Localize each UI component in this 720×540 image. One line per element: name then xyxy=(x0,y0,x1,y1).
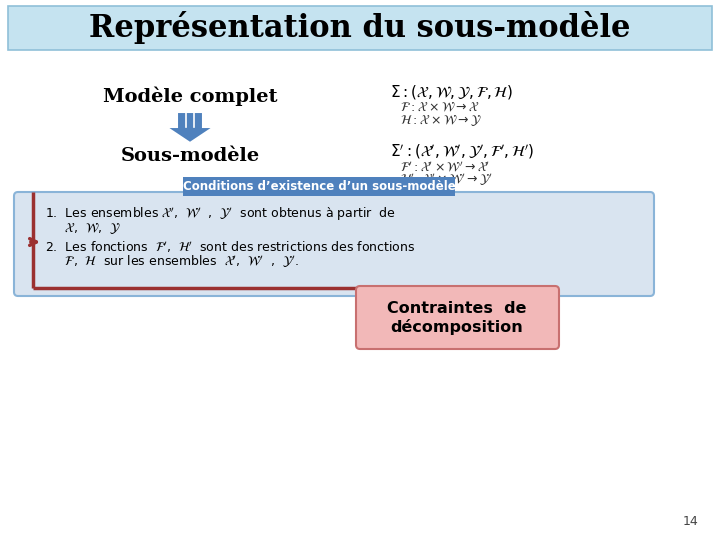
Text: Modèle complet: Modèle complet xyxy=(103,86,277,106)
Text: Contraintes  de
décomposition: Contraintes de décomposition xyxy=(387,301,527,335)
Text: $\mathcal{X}$,  $\mathcal{W}$,  $\mathcal{Y}$: $\mathcal{X}$, $\mathcal{W}$, $\mathcal{… xyxy=(45,221,121,237)
FancyArrow shape xyxy=(166,112,214,143)
Text: Sous-modèle: Sous-modèle xyxy=(120,147,260,165)
Text: 1.  Les ensembles $\mathcal{X}'$,  $\mathcal{W}'$  ,  $\mathcal{Y}'$  sont obten: 1. Les ensembles $\mathcal{X}'$, $\mathc… xyxy=(45,205,396,222)
Text: $\mathcal{F}':\mathcal{X}'\times\mathcal{W}'\rightarrow\mathcal{X}'$: $\mathcal{F}':\mathcal{X}'\times\mathcal… xyxy=(400,160,490,174)
Text: $\mathcal{F}$,  $\mathcal{H}$  sur les ensembles  $\mathcal{X}'$,  $\mathcal{W}': $\mathcal{F}$, $\mathcal{H}$ sur les ens… xyxy=(45,254,299,270)
Text: Représentation du sous-modèle: Représentation du sous-modèle xyxy=(89,11,631,44)
Text: 14: 14 xyxy=(683,515,698,528)
Text: $\Sigma':(\mathcal{X}',\mathcal{W}',\mathcal{Y}',\mathcal{F}',\mathcal{H}')$: $\Sigma':(\mathcal{X}',\mathcal{W}',\mat… xyxy=(390,143,534,161)
Text: $\Sigma:(\mathcal{X},\mathcal{W},\mathcal{Y},\mathcal{F},\mathcal{H})$: $\Sigma:(\mathcal{X},\mathcal{W},\mathca… xyxy=(390,83,513,101)
FancyBboxPatch shape xyxy=(356,286,559,349)
Text: $\mathcal{F}:\mathcal{X}\times\mathcal{W}\rightarrow\mathcal{X}$: $\mathcal{F}:\mathcal{X}\times\mathcal{W… xyxy=(400,102,480,114)
FancyBboxPatch shape xyxy=(183,177,455,196)
Text: 2.  Les fonctions  $\mathcal{F}'$,  $\mathcal{H}'$  sont des restrictions des fo: 2. Les fonctions $\mathcal{F}'$, $\mathc… xyxy=(45,239,415,255)
FancyBboxPatch shape xyxy=(14,192,654,296)
Text: $\mathcal{H}:\mathcal{X}\times\mathcal{W}\rightarrow\mathcal{Y}$: $\mathcal{H}:\mathcal{X}\times\mathcal{W… xyxy=(400,113,482,129)
Text: $\mathcal{H}':\mathcal{X}'\times\mathcal{W}'\rightarrow\mathcal{Y}'$: $\mathcal{H}':\mathcal{X}'\times\mathcal… xyxy=(400,172,492,188)
FancyBboxPatch shape xyxy=(8,6,712,50)
Text: Conditions d’existence d’un sous-modèle: Conditions d’existence d’un sous-modèle xyxy=(183,180,455,193)
